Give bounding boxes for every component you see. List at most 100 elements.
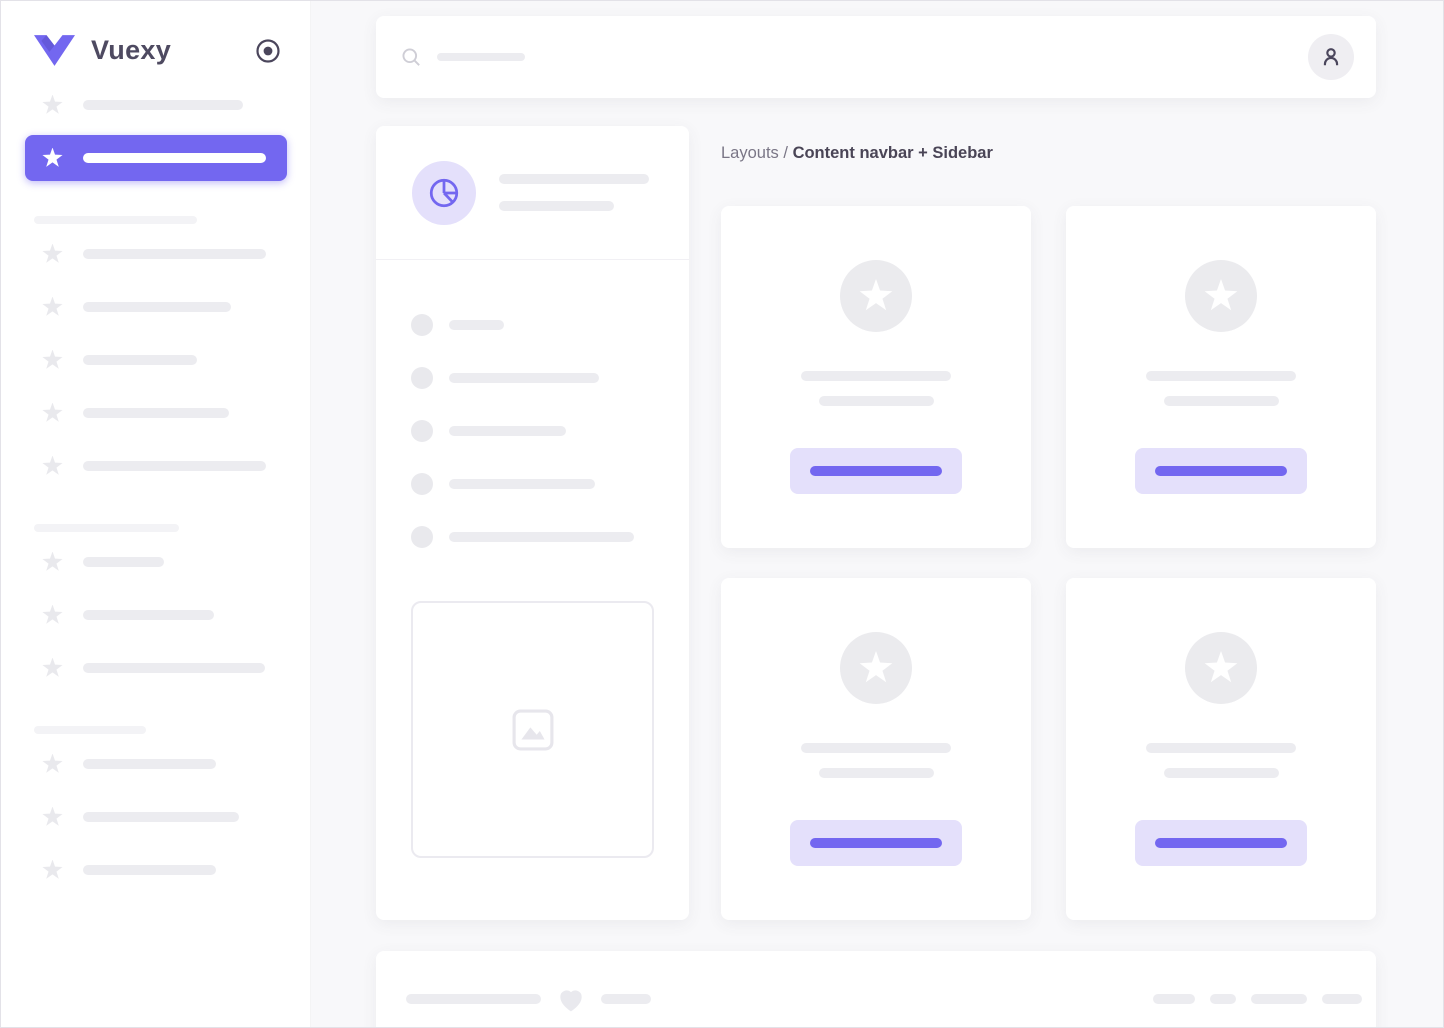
skeleton-bar	[83, 557, 164, 567]
star-badge	[1185, 632, 1257, 704]
sidebar-menu-item[interactable]	[25, 592, 287, 638]
star-badge	[840, 260, 912, 332]
placeholder-card	[1066, 206, 1376, 548]
placeholder-button[interactable]	[1135, 448, 1307, 494]
footer-right-group	[1153, 994, 1362, 1004]
search-icon[interactable]	[400, 46, 423, 69]
skeleton-bar	[1146, 371, 1296, 381]
star-icon	[42, 243, 63, 263]
skeleton-bar	[34, 524, 179, 532]
skeleton-bar	[83, 610, 214, 620]
skeleton-bar	[83, 408, 229, 418]
main-area: Layouts / Content navbar + Sidebar	[311, 1, 1443, 1027]
skeleton-bar	[449, 320, 504, 330]
app-title: Vuexy	[91, 35, 172, 65]
list-item	[411, 420, 689, 442]
button-label-bar	[810, 466, 942, 476]
star-icon	[42, 455, 63, 475]
list-item	[411, 473, 689, 495]
skeleton-bar	[1322, 994, 1362, 1004]
search-input-placeholder[interactable]	[437, 53, 525, 61]
vuexy-logo-icon	[34, 35, 75, 66]
sidebar-pin-toggle-icon[interactable]	[255, 38, 281, 64]
image-placeholder	[411, 601, 654, 858]
button-label-bar	[1155, 466, 1287, 476]
skeleton-bar	[83, 153, 266, 163]
sidebar-menu-item[interactable]	[25, 443, 287, 489]
skeleton-bar	[449, 479, 595, 489]
skeleton-bar	[1163, 768, 1279, 778]
breadcrumb: Layouts / Content navbar + Sidebar	[721, 144, 993, 163]
star-icon	[1204, 279, 1238, 311]
star-icon	[42, 753, 63, 773]
card-grid	[721, 206, 1376, 920]
skeleton-bar	[83, 249, 266, 259]
skeleton-bar	[83, 302, 231, 312]
breadcrumb-section[interactable]: Layouts	[721, 144, 779, 162]
bullet-dot-icon	[411, 420, 433, 442]
star-icon	[42, 657, 63, 677]
skeleton-bar	[1153, 994, 1195, 1004]
placeholder-button[interactable]	[790, 448, 962, 494]
skeleton-bar	[83, 812, 239, 822]
button-label-bar	[1155, 838, 1287, 848]
skeleton-bar	[83, 865, 216, 875]
sidebar-menu-item[interactable]	[25, 135, 287, 181]
bullet-dot-icon	[411, 314, 433, 336]
skeleton-bar	[83, 100, 243, 110]
sidebar-menu-item[interactable]	[25, 231, 287, 277]
placeholder-card	[721, 578, 1031, 920]
sidebar-menu-item[interactable]	[25, 284, 287, 330]
star-badge	[1185, 260, 1257, 332]
sidebar-section-heading	[34, 211, 310, 224]
skeleton-bar	[406, 994, 541, 1004]
placeholder-button[interactable]	[1135, 820, 1307, 866]
sidebar-menu-item[interactable]	[25, 794, 287, 840]
skeleton-bar	[34, 726, 146, 734]
heart-icon[interactable]	[555, 983, 587, 1015]
skeleton-bar	[83, 461, 266, 471]
skeleton-bar	[1210, 994, 1236, 1004]
sidebar-menu-item[interactable]	[25, 847, 287, 893]
profile-header-lines	[499, 174, 649, 211]
star-badge	[840, 632, 912, 704]
sidebar-menu-item[interactable]	[25, 539, 287, 585]
sidebar-menu-item[interactable]	[25, 82, 287, 128]
sidebar-menu-item[interactable]	[25, 741, 287, 787]
list-item	[411, 367, 689, 389]
star-icon	[859, 279, 893, 311]
skeleton-bar	[34, 216, 197, 224]
placeholder-button[interactable]	[790, 820, 962, 866]
sidebar-section-heading	[34, 519, 310, 532]
top-navbar	[376, 16, 1376, 98]
star-icon	[1204, 651, 1238, 683]
placeholder-card	[721, 206, 1031, 548]
bullet-dot-icon	[411, 526, 433, 548]
skeleton-bar	[601, 994, 651, 1004]
star-icon	[42, 604, 63, 624]
skeleton-bar	[1163, 396, 1279, 406]
skeleton-bar	[801, 371, 951, 381]
sidebar-menu-item[interactable]	[25, 337, 287, 383]
user-avatar-button[interactable]	[1308, 34, 1354, 80]
profile-card-header	[376, 126, 689, 260]
bullet-dot-icon	[411, 367, 433, 389]
skeleton-bar	[499, 201, 614, 211]
pie-chart-icon	[429, 178, 459, 207]
skeleton-bar	[83, 759, 216, 769]
skeleton-bar	[449, 532, 634, 542]
sidebar-menu-item[interactable]	[25, 390, 287, 436]
skeleton-bar	[449, 426, 566, 436]
sidebar-menu-item[interactable]	[25, 645, 287, 691]
button-label-bar	[810, 838, 942, 848]
sidebar-header: Vuexy	[1, 1, 310, 66]
list-item	[411, 526, 689, 548]
breadcrumb-separator: /	[778, 144, 793, 162]
profile-list	[376, 260, 689, 548]
footer-card	[376, 951, 1376, 1027]
skeleton-bar	[83, 663, 265, 673]
star-icon	[42, 859, 63, 879]
breadcrumb-current: Content navbar + Sidebar	[792, 144, 993, 162]
sidebar: Vuexy	[1, 1, 311, 1027]
